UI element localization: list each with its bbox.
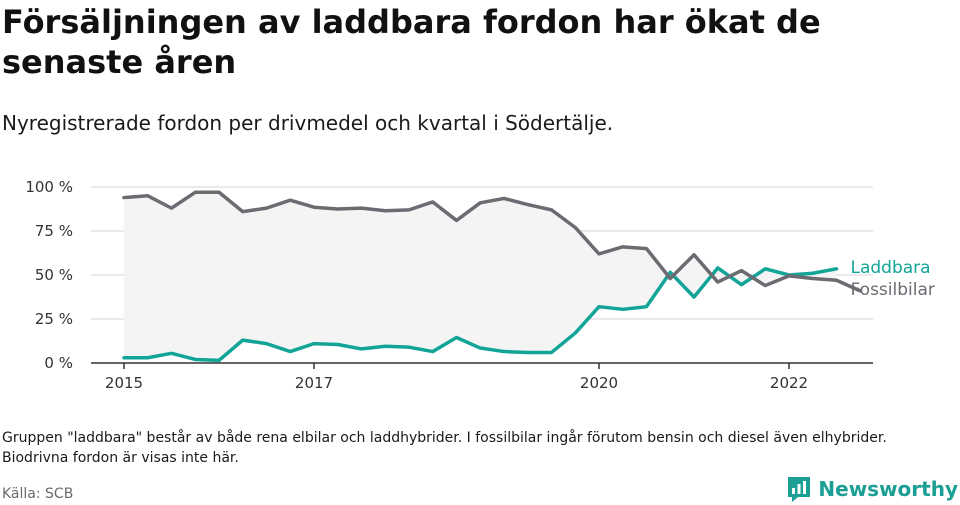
brand-name: Newsworthy — [818, 477, 958, 501]
source-text: Källa: SCB — [2, 486, 74, 502]
x-tick-label: 2020 — [580, 374, 618, 392]
y-tick-label: 75 % — [35, 222, 73, 240]
gap-area — [124, 192, 837, 361]
x-tick-label: 2017 — [295, 374, 333, 392]
footnote: Gruppen "laddbara" består av både rena e… — [2, 430, 887, 466]
series-label-fossilbilar: Fossilbilar — [851, 280, 935, 300]
chart-subtitle: Nyregistrerade fordon per drivmedel och … — [2, 111, 614, 135]
newsworthy-logo: Newsworthy — [786, 474, 958, 504]
y-tick-label: 100 % — [25, 178, 73, 196]
gap-area-fill — [124, 192, 837, 361]
newsworthy-logo-icon — [788, 477, 811, 502]
x-tick-label: 2015 — [105, 374, 143, 392]
y-tick-label: 50 % — [35, 266, 73, 284]
series-lines — [122, 190, 862, 363]
series-label-laddbara: Laddbara — [851, 258, 931, 278]
chart-title: Försäljningen av laddbara fordon har öka… — [2, 3, 821, 81]
y-tick-label: 25 % — [35, 310, 73, 328]
line-chart: 0 % 25 % 50 % 75 % 100 % 2015 2017 2020 2022 Lad… — [25, 178, 935, 392]
axes: 0 % 25 % 50 % 75 % 100 % 2015 2017 2020 2022 — [25, 178, 873, 392]
series-line-laddbara — [122, 266, 839, 363]
series-line-fossilbilar — [122, 190, 862, 293]
y-tick-label: 0 % — [44, 354, 73, 372]
x-tick-label: 2022 — [770, 374, 808, 392]
